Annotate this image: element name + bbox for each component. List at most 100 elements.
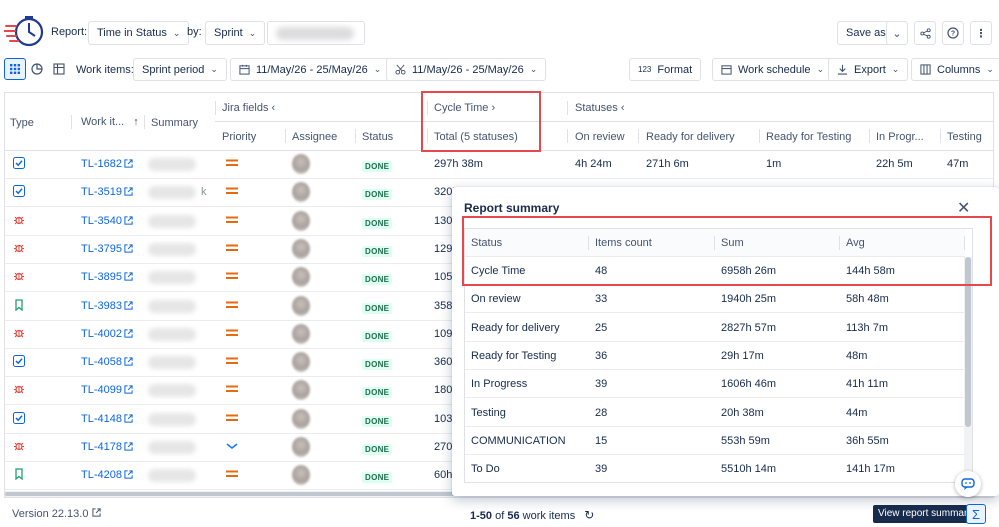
avatar — [292, 238, 310, 259]
columns-button[interactable]: Columns ⌄ — [911, 58, 999, 81]
summary-blurred — [148, 384, 196, 398]
col-status[interactable]: Status — [362, 131, 394, 143]
pivot-view-button[interactable] — [48, 58, 70, 80]
priority-medium-icon — [226, 244, 238, 251]
chat-icon — [961, 478, 975, 490]
bug-icon — [14, 442, 24, 451]
table-row[interactable]: TL-1682 DONE 297h 38m 4h 24m 271h 6m 1m 22h 5m… — [5, 151, 993, 179]
by-select[interactable]: Sprint ⌄ — [205, 21, 266, 45]
summary-blurred — [148, 158, 196, 171]
summary-avg: 144h 58m — [846, 265, 895, 277]
group-statuses[interactable]: Statuses ‹ — [575, 102, 625, 114]
summary-col-avg[interactable]: Avg — [846, 237, 865, 249]
summary-row[interactable]: COMMUNICATION 15 553h 59m 36h 55m — [465, 427, 965, 455]
format-button[interactable]: 123 Format — [629, 58, 702, 81]
summary-status: Testing — [471, 406, 506, 419]
help-button[interactable]: ? — [942, 21, 964, 45]
work-item-link[interactable]: TL-4058 — [81, 356, 133, 368]
scrollbar-thumb[interactable] — [5, 492, 455, 496]
group-jira-fields[interactable]: Jira fields ‹ — [222, 102, 275, 114]
summary-row[interactable]: Ready for Testing 36 29h 17m 48m — [465, 342, 965, 370]
priority-medium-icon — [226, 385, 238, 393]
save-as-dropdown-button[interactable]: ⌄ — [886, 21, 908, 45]
group-cycle-time-label: Cycle Time — [434, 102, 489, 114]
summary-row[interactable]: On review 33 1940h 25m 58h 48m — [465, 285, 965, 314]
chevron-down-icon: ⌄ — [529, 64, 538, 74]
col-ready-for-testing[interactable]: Ready for Testing — [766, 131, 852, 143]
status-badge: DONE — [362, 274, 393, 286]
columns-icon — [920, 64, 931, 75]
external-link-icon — [124, 159, 133, 168]
share-button[interactable] — [914, 21, 936, 45]
divider — [71, 115, 72, 129]
vertical-scrollbar[interactable] — [964, 257, 972, 482]
more-options-button[interactable]: ⋮ — [970, 21, 992, 45]
work-schedule-button[interactable]: Work schedule ⌄ — [712, 58, 834, 81]
refresh-icon[interactable]: ↻ — [584, 508, 595, 522]
version-link[interactable]: Version 22.13.0 — [12, 508, 101, 520]
version-label: Version 22.13.0 — [12, 508, 89, 520]
work-item-link[interactable]: TL-3519 — [81, 186, 133, 198]
work-item-link[interactable]: TL-4148 — [81, 413, 133, 425]
summary-avg: 141h 17m — [846, 463, 895, 476]
avatar — [292, 352, 310, 373]
divider — [759, 129, 760, 143]
work-item-link[interactable]: TL-3795 — [81, 243, 133, 255]
col-in-progress[interactable]: In Progr... — [876, 131, 924, 143]
avatar — [292, 437, 310, 457]
summary-count: 39 — [595, 463, 608, 476]
close-icon[interactable]: ✕ — [957, 200, 971, 217]
work-item-link[interactable]: TL-3983 — [81, 300, 133, 312]
avatar — [292, 182, 310, 203]
summary-row[interactable]: In Progress 39 1606h 46m 41h 11m — [465, 370, 965, 399]
summary-col-count[interactable]: Items count — [595, 237, 652, 249]
work-item-link[interactable]: TL-4178 — [81, 441, 133, 453]
save-as-button[interactable]: Save as — [837, 21, 895, 45]
date-range-picker[interactable]: 11/May/26 - 25/May/26 ⌄ — [230, 58, 391, 81]
export-button[interactable]: Export ⌄ — [828, 58, 909, 81]
summary-col-sum[interactable]: Sum — [721, 237, 744, 249]
col-ready-for-delivery[interactable]: Ready for delivery — [646, 131, 735, 143]
summary-col-status[interactable]: Status — [471, 237, 503, 249]
save-as-label: Save as — [846, 27, 886, 39]
story-icon — [15, 298, 23, 311]
external-link-icon — [124, 272, 133, 281]
summary-blurred — [148, 441, 196, 454]
summary-row[interactable]: Testing 28 20h 38m 44m — [465, 399, 965, 427]
col-summary[interactable]: Summary — [151, 117, 199, 129]
grid-view-button[interactable] — [4, 58, 26, 80]
work-item-link[interactable]: TL-1682 — [81, 158, 133, 170]
report-select[interactable]: Time in Status ⌄ — [88, 21, 190, 45]
work-item-key: TL-1682 — [81, 158, 122, 170]
col-on-review[interactable]: On review — [575, 131, 625, 143]
work-item-link[interactable]: TL-3895 — [81, 271, 133, 283]
col-testing[interactable]: Testing — [947, 131, 982, 143]
col-work-item[interactable]: Work it... ↑ — [81, 116, 139, 128]
report-summary-button[interactable]: Σ — [966, 504, 986, 524]
filter-date-range-picker[interactable]: 11/May/26 - 25/May/26 ⌄ — [386, 58, 547, 81]
priority-medium-icon — [226, 272, 238, 280]
col-cycle-total[interactable]: Total (5 statuses) — [434, 131, 518, 143]
col-assignee[interactable]: Assignee — [292, 131, 338, 143]
summary-row[interactable]: Ready for delivery 25 2827h 57m 113h 7m — [465, 314, 965, 342]
work-item-link[interactable]: TL-4002 — [81, 328, 133, 340]
work-item-link[interactable]: TL-3540 — [81, 215, 133, 227]
sprint-select-blurred[interactable] — [267, 21, 365, 45]
chart-view-button[interactable] — [26, 58, 48, 80]
group-cycle-time[interactable]: Cycle Time › — [434, 102, 495, 114]
col-priority[interactable]: Priority — [222, 131, 257, 143]
pie-chart-icon — [31, 63, 43, 75]
priority-medium-icon — [226, 470, 238, 478]
work-item-link[interactable]: TL-4208 — [81, 469, 133, 481]
chat-support-button[interactable] — [955, 471, 981, 497]
summary-row[interactable]: To Do 39 5510h 14m 141h 17m — [465, 455, 965, 482]
period-select[interactable]: Sprint period ⌄ — [133, 58, 227, 81]
work-item-link[interactable]: TL-4099 — [81, 384, 133, 396]
col-type[interactable]: Type — [10, 117, 34, 129]
divider — [285, 129, 286, 143]
scrollbar-thumb[interactable] — [965, 257, 971, 427]
format-numbers-icon: 123 — [638, 65, 652, 74]
divider — [940, 129, 941, 143]
status-badge: DONE — [362, 359, 393, 371]
divider — [638, 129, 639, 143]
